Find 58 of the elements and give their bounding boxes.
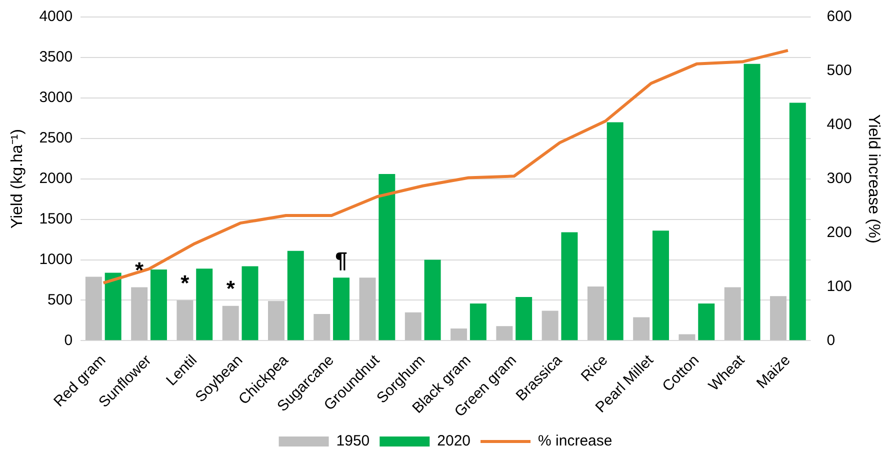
bar bbox=[516, 296, 532, 340]
y-tick-label: 500 bbox=[48, 291, 73, 308]
bar bbox=[789, 102, 806, 340]
bar bbox=[542, 310, 558, 340]
y2-tick-label: 400 bbox=[826, 116, 852, 134]
y-tick-label: 0 bbox=[64, 332, 73, 349]
bar bbox=[176, 300, 194, 340]
annotation: * bbox=[135, 257, 144, 282]
y-tick-label: 2000 bbox=[39, 170, 73, 187]
bar bbox=[222, 306, 239, 340]
bar bbox=[652, 230, 669, 340]
legend-label: 1950 bbox=[336, 432, 370, 450]
legend-label: % increase bbox=[538, 432, 612, 450]
bar bbox=[131, 287, 148, 340]
y2-tick-label: 300 bbox=[826, 170, 852, 187]
bar bbox=[587, 286, 604, 340]
bar bbox=[287, 250, 304, 340]
y2-tick-label: 100 bbox=[826, 278, 852, 295]
bar bbox=[744, 64, 760, 340]
y2-tick-label: 600 bbox=[826, 8, 852, 26]
bar bbox=[314, 314, 330, 340]
annotation: * bbox=[180, 270, 190, 296]
bar bbox=[698, 303, 715, 340]
bar bbox=[104, 272, 122, 340]
annotation: * bbox=[226, 276, 236, 301]
bar bbox=[606, 122, 624, 340]
bar bbox=[150, 269, 167, 340]
bar bbox=[770, 296, 786, 340]
bar bbox=[359, 278, 376, 340]
y-tick-label: 4000 bbox=[39, 8, 73, 26]
bar bbox=[496, 326, 513, 340]
bar bbox=[404, 312, 422, 340]
bar bbox=[424, 260, 441, 340]
y2-axis-title: Yield increase (%) bbox=[864, 114, 882, 244]
y-tick-label: 2500 bbox=[39, 130, 73, 147]
y-tick-label: 1500 bbox=[39, 210, 73, 228]
bar bbox=[196, 268, 213, 340]
legend-label: 2020 bbox=[437, 432, 471, 450]
bar bbox=[242, 266, 258, 340]
bar bbox=[378, 174, 396, 340]
bar bbox=[85, 276, 102, 340]
bar bbox=[450, 328, 468, 340]
y2-tick-label: 200 bbox=[826, 224, 852, 241]
bar bbox=[470, 303, 486, 340]
y2-tick-label: 0 bbox=[826, 332, 836, 349]
annotation: ¶ bbox=[335, 248, 348, 273]
bar bbox=[678, 334, 696, 340]
bar bbox=[561, 232, 578, 340]
y2-tick-label: 500 bbox=[826, 62, 852, 80]
bar bbox=[333, 278, 350, 340]
y-tick-label: 3500 bbox=[39, 48, 73, 66]
y-tick-label: 3000 bbox=[39, 89, 73, 106]
x-tick-label: Rice bbox=[578, 352, 612, 386]
bar bbox=[633, 317, 650, 340]
y-tick-label: 1000 bbox=[39, 250, 73, 268]
bar bbox=[268, 301, 284, 340]
bar bbox=[724, 287, 741, 340]
y-axis-title: Yield (kg.ha⁻¹) bbox=[9, 129, 26, 229]
